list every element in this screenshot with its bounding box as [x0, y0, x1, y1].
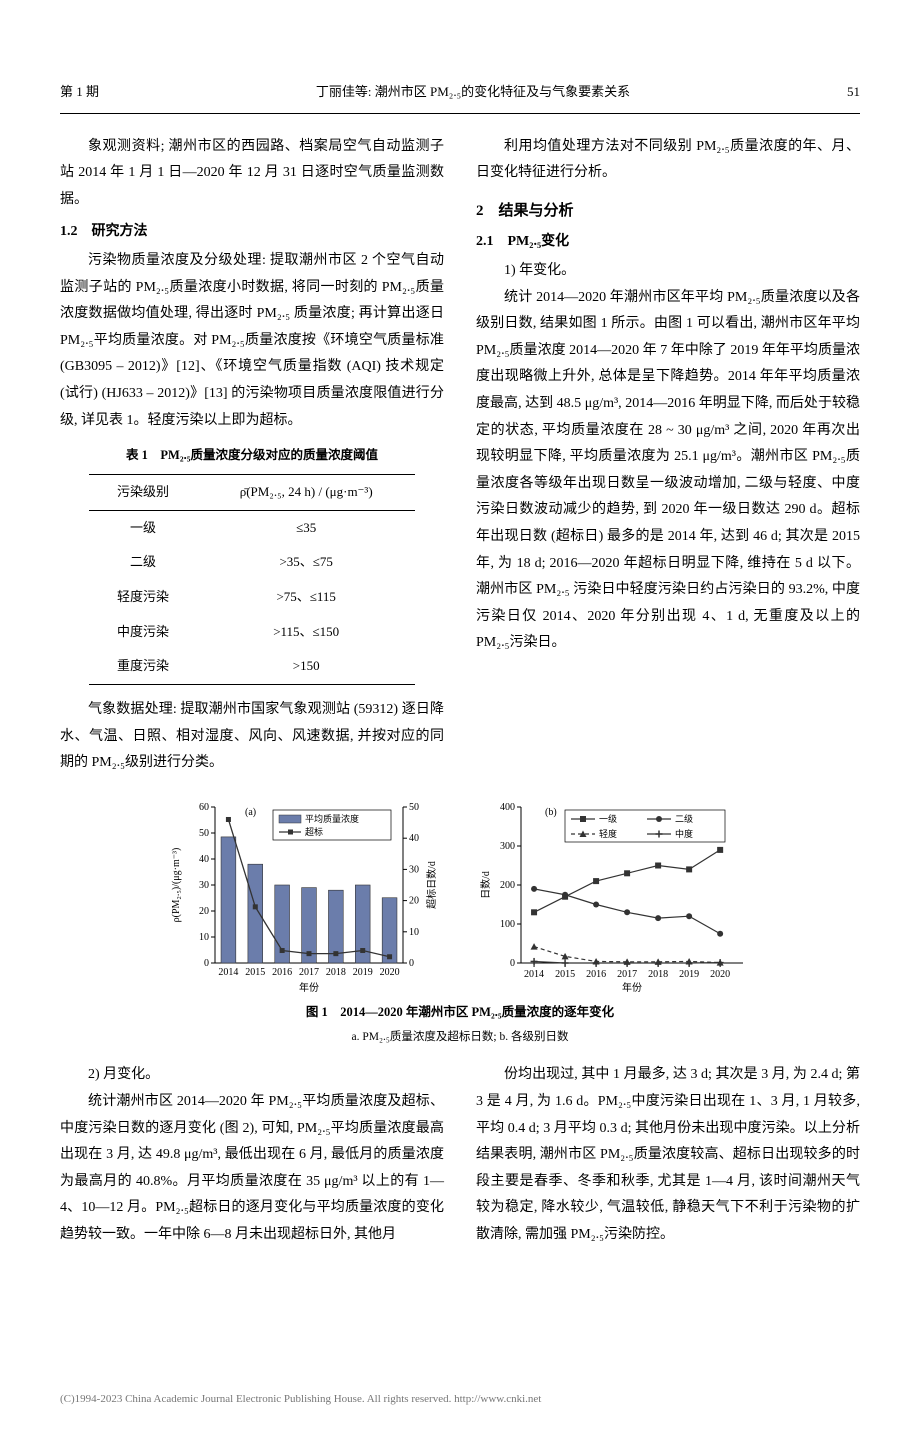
svg-text:0: 0: [204, 958, 209, 969]
svg-text:300: 300: [500, 841, 515, 852]
figure-1a-chart: 0 10 20 30 40 50 60 0 10 20 30 40 50 2014 2015 2016 2017…: [165, 795, 445, 995]
table-cell: 重度污染: [89, 649, 197, 684]
svg-text:超标: 超标: [305, 826, 323, 837]
table1: 污染级别 ρ̄(PM₂.₅, 24 h) / (μg·m⁻³) 一级≤35二级>…: [89, 474, 415, 685]
issue-number: 第 1 期: [60, 80, 99, 105]
page-number: 51: [847, 80, 860, 105]
svg-text:400: 400: [500, 802, 515, 813]
table-cell: >75、≤115: [197, 580, 415, 615]
para: 份均出现过, 其中 1 月最多, 达 3 d; 其次是 3 月, 为 2.4 d…: [476, 1062, 860, 1248]
running-title: 丁丽佳等: 潮州市区 PM₂.₅的变化特征及与气象要素关系: [316, 80, 630, 105]
svg-text:2015: 2015: [245, 967, 265, 978]
svg-text:200: 200: [500, 880, 515, 891]
table-cell: >115、≤150: [197, 615, 415, 650]
figure-1-caption: 图 1 2014—2020 年潮州市区 PM₂.₅质量浓度的逐年变化 a. PM…: [60, 1001, 860, 1049]
right-column-lower: 份均出现过, 其中 1 月最多, 达 3 d; 其次是 3 月, 为 2.4 d…: [476, 1062, 860, 1248]
section-1-2-heading: 1.2 研究方法: [60, 219, 444, 246]
table-header: ρ̄(PM₂.₅, 24 h) / (μg·m⁻³): [197, 474, 415, 510]
table-header: 污染级别: [89, 474, 197, 510]
svg-text:2017: 2017: [617, 969, 637, 980]
svg-text:2014: 2014: [524, 969, 544, 980]
svg-text:2017: 2017: [299, 967, 319, 978]
svg-text:0: 0: [409, 958, 414, 969]
svg-text:ρ(PM₂.₅)/(μg·m⁻³): ρ(PM₂.₅)/(μg·m⁻³): [171, 847, 182, 922]
para: 统计潮州市区 2014—2020 年 PM₂.₅平均质量浓度及超标、中度污染日数…: [60, 1089, 444, 1249]
section-2-heading: 2 结果与分析: [476, 197, 860, 226]
subhead-annual: 1) 年变化。: [476, 258, 860, 285]
svg-text:40: 40: [409, 833, 419, 844]
svg-text:2018: 2018: [648, 969, 668, 980]
para: 利用均值处理方法对不同级别 PM₂.₅质量浓度的年、月、日变化特征进行分析。: [476, 134, 860, 187]
table-cell: >35、≤75: [197, 545, 415, 580]
svg-text:10: 10: [409, 927, 419, 938]
svg-text:轻度: 轻度: [599, 828, 617, 839]
para: 统计 2014—2020 年潮州市区年平均 PM₂.₅质量浓度以及各级别日数, …: [476, 285, 860, 657]
svg-text:20: 20: [409, 895, 419, 906]
svg-text:2016: 2016: [272, 967, 292, 978]
left-column: 象观测资料; 潮州市区的西园路、档案局空气自动监测子站 2014 年 1 月 1…: [60, 134, 444, 777]
svg-text:一级: 一级: [599, 813, 617, 824]
table-cell: 中度污染: [89, 615, 197, 650]
para: 污染物质量浓度及分级处理: 提取潮州市区 2 个空气自动监测子站的 PM₂.₅质…: [60, 248, 444, 434]
svg-text:0: 0: [510, 958, 515, 969]
svg-text:二级: 二级: [675, 813, 693, 824]
svg-text:2020: 2020: [380, 967, 400, 978]
svg-text:2020: 2020: [710, 969, 730, 980]
table-cell: 一级: [89, 510, 197, 545]
right-column: 利用均值处理方法对不同级别 PM₂.₅质量浓度的年、月、日变化特征进行分析。 2…: [476, 134, 860, 777]
svg-text:平均质量浓度: 平均质量浓度: [305, 813, 359, 824]
table-cell: 二级: [89, 545, 197, 580]
footer-copyright: (C)1994-2023 China Academic Journal Elec…: [60, 1389, 860, 1410]
svg-text:50: 50: [199, 828, 209, 839]
para: 气象数据处理: 提取潮州市国家气象观测站 (59312) 逐日降水、气温、日照、…: [60, 697, 444, 777]
left-column-lower: 2) 月变化。 统计潮州市区 2014—2020 年 PM₂.₅平均质量浓度及超…: [60, 1062, 444, 1248]
svg-text:超标日数/d: 超标日数/d: [425, 861, 438, 909]
svg-text:100: 100: [500, 919, 515, 930]
subhead-monthly: 2) 月变化。: [60, 1062, 444, 1089]
svg-text:日数/d: 日数/d: [479, 871, 492, 899]
upper-columns: 象观测资料; 潮州市区的西园路、档案局空气自动监测子站 2014 年 1 月 1…: [60, 134, 860, 777]
figure-caption-main: 图 1 2014—2020 年潮州市区 PM₂.₅质量浓度的逐年变化: [60, 1001, 860, 1025]
svg-text:2016: 2016: [586, 969, 606, 980]
svg-text:20: 20: [199, 906, 209, 917]
svg-text:40: 40: [199, 854, 209, 865]
svg-text:中度: 中度: [675, 828, 693, 839]
svg-text:60: 60: [199, 802, 209, 813]
figure-caption-sub: a. PM₂.₅质量浓度及超标日数; b. 各级别日数: [60, 1027, 860, 1049]
figure-1: 0 10 20 30 40 50 60 0 10 20 30 40 50 2014 2015 2016 2017…: [60, 795, 860, 995]
svg-text:(a): (a): [245, 807, 256, 818]
svg-text:10: 10: [199, 932, 209, 943]
svg-text:30: 30: [409, 864, 419, 875]
figure-1b-chart: 0 100 200 300 400 2014 2015 2016 2017 2018 2019 202…: [475, 795, 755, 995]
para: 象观测资料; 潮州市区的西园路、档案局空气自动监测子站 2014 年 1 月 1…: [60, 134, 444, 214]
svg-text:2019: 2019: [353, 967, 373, 978]
lower-columns: 2) 月变化。 统计潮州市区 2014—2020 年 PM₂.₅平均质量浓度及超…: [60, 1062, 860, 1248]
svg-text:2018: 2018: [326, 967, 346, 978]
header-rule: [60, 113, 860, 114]
svg-text:(b): (b): [545, 807, 557, 818]
svg-text:年份: 年份: [299, 981, 319, 994]
svg-text:2015: 2015: [555, 969, 575, 980]
running-header: 第 1 期 丁丽佳等: 潮州市区 PM₂.₅的变化特征及与气象要素关系 51: [60, 80, 860, 105]
svg-text:50: 50: [409, 802, 419, 813]
table-cell: ≤35: [197, 510, 415, 545]
table-cell: >150: [197, 649, 415, 684]
svg-text:2014: 2014: [218, 967, 238, 978]
section-2-1-heading: 2.1 PM₂.₅变化: [476, 229, 860, 256]
table1-caption: 表 1 PM₂.₅质量浓度分级对应的质量浓度阈值: [60, 444, 444, 468]
table-cell: 轻度污染: [89, 580, 197, 615]
svg-text:30: 30: [199, 880, 209, 891]
svg-text:2019: 2019: [679, 969, 699, 980]
svg-text:年份: 年份: [622, 981, 642, 994]
